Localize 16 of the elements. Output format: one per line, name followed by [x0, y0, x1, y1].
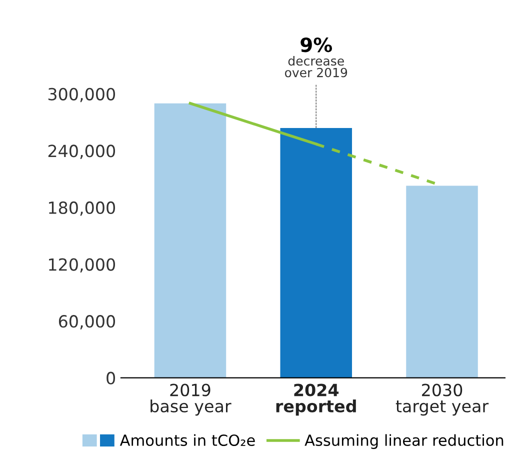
bar — [280, 128, 352, 378]
annotation: decrease over 2019 — [284, 56, 348, 78]
text: 9% — [300, 37, 332, 52]
y-tick-label: 300,000 — [48, 88, 116, 102]
bar — [154, 103, 226, 378]
y-tick-label: 240,000 — [48, 144, 116, 159]
y-tick-label: 120,000 — [49, 258, 116, 273]
x-tick-label: 2019 base year — [150, 384, 232, 416]
legend-label: Assuming linear reduction — [304, 434, 504, 449]
x-tick-label: 2024 reported — [276, 384, 356, 416]
y-tick-label: 180,000 — [49, 201, 116, 216]
x-tick-label: 2030 target year — [396, 384, 489, 416]
legend-label: Amounts in tCO₂e — [120, 434, 255, 446]
y-tick-label: 60,000 — [58, 315, 116, 330]
bar — [406, 186, 478, 378]
y-tick-label: 0 — [106, 372, 116, 384]
